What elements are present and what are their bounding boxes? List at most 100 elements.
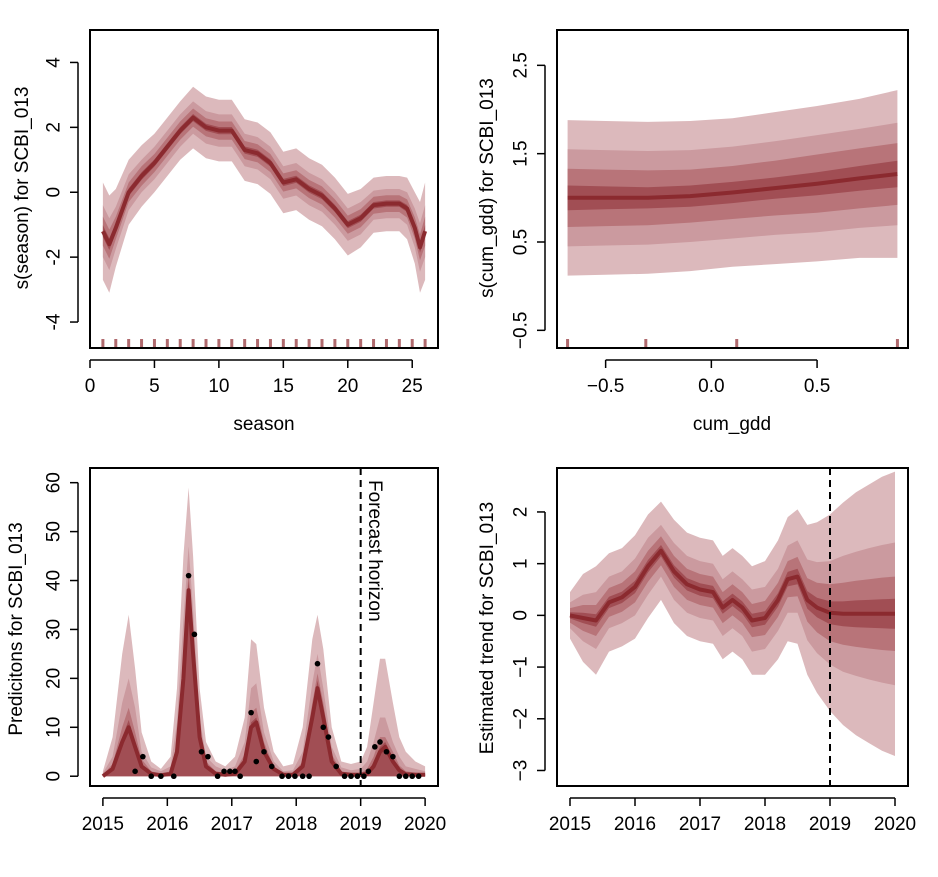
trend-x-tick-label: 2016 <box>614 814 656 835</box>
predictions-observed-point <box>383 748 390 755</box>
predictions-observed-point <box>268 763 275 770</box>
predictions-observed-point <box>402 773 409 780</box>
season-xlabel: season <box>233 414 294 435</box>
predictions-frame <box>89 467 439 787</box>
trend-y-tick-label: 2 <box>511 507 532 518</box>
predictions-y-tick-label: 10 <box>44 717 65 738</box>
forecast-horizon-label: Forecast horizon <box>364 480 385 622</box>
season-x-tick-label: 20 <box>337 376 358 397</box>
cum_gdd-y-tick-label: 1.5 <box>511 140 532 166</box>
predictions-observed-point <box>132 768 138 775</box>
season-smooth-plot: s(season) for SCBI_013 season 0 5 10 15 20 25… <box>12 29 439 435</box>
trend-plot-area <box>569 471 895 756</box>
predictions-x-tick-label: 2015 <box>82 814 124 835</box>
predictions-observed-point <box>214 773 221 780</box>
predictions-observed-point <box>170 773 177 780</box>
predictions-observed-point <box>377 739 383 745</box>
trend-x-tick-label: 2017 <box>679 814 721 835</box>
season-x-tick-label: 25 <box>402 376 423 397</box>
trend-credible-band-4 <box>570 545 895 629</box>
predictions-observed-point <box>354 773 361 780</box>
predictions-observed-point <box>390 753 396 760</box>
trend-frame <box>556 467 909 787</box>
trend-y-tick-label: −3 <box>511 760 532 782</box>
trend-ylabel: Estimated trend for SCBI_013 <box>477 502 498 754</box>
predictions-x-tick-label: 2020 <box>404 814 446 835</box>
trend-x-tick-label: 2020 <box>874 814 916 835</box>
predictions-y-tick-label: 50 <box>44 521 65 542</box>
predictions-observed-point <box>348 773 354 780</box>
cum-gdd-ylabel: s(cum_gdd) for SCBI_013 <box>477 78 498 298</box>
predictions-observed-point <box>372 744 378 750</box>
predictions-observed-point <box>314 660 321 667</box>
predictions-ylabel: Predicitons for SCBI_013 <box>6 522 27 735</box>
trend-x-tick-label: 2015 <box>549 814 591 835</box>
trend-y-tick-label: −1 <box>511 656 532 678</box>
season-credible-band-1 <box>102 86 426 293</box>
predictions-y-tick-label: 30 <box>44 619 65 640</box>
trend-y-tick-label: −2 <box>511 708 532 730</box>
season-y-tick-label: 2 <box>44 122 65 133</box>
cum_gdd-median-line <box>567 172 898 200</box>
trend-median-line <box>569 548 895 623</box>
predictions-observed-point <box>325 734 332 740</box>
predictions-observed-point <box>140 753 146 760</box>
predictions-x-tick-label: 2016 <box>146 814 188 835</box>
predictions-observed-point <box>365 768 372 775</box>
season-median-line <box>101 115 428 250</box>
trend-y-tick-label: 1 <box>511 558 532 569</box>
cum_gdd-y-tick-label: 0.5 <box>511 229 532 255</box>
cum-gdd-xlabel: cum_gdd <box>693 414 771 435</box>
season-x-tick-label: 5 <box>149 376 160 397</box>
season-y-tick-label: -2 <box>44 249 65 266</box>
season-ylabel: s(season) for SCBI_013 <box>12 87 33 290</box>
predictions-observed-point <box>361 773 367 780</box>
predictions-observed-point <box>306 773 312 780</box>
predictions-observed-point <box>292 773 298 780</box>
trend-y-tick-label: 0 <box>511 610 532 621</box>
predictions-observed-point <box>396 773 403 780</box>
predictions-observed-point <box>205 753 211 760</box>
season-y-tick-label: -4 <box>44 313 65 330</box>
cum_gdd-frame <box>556 29 909 349</box>
predictions-observed-point <box>299 773 306 780</box>
cum_gdd-y-tick-label: 2.5 <box>511 52 532 78</box>
predictions-observed-point <box>185 572 192 579</box>
cum-gdd-smooth-plot: s(cum_gdd) for SCBI_013 cum_gdd −0.5 0.0 0… <box>477 29 909 435</box>
predictions-y-tick-label: 0 <box>44 771 65 782</box>
predictions-observed-point <box>148 773 155 780</box>
predictions-observed-point <box>248 709 254 716</box>
predictions-y-tick-label: 40 <box>44 570 65 591</box>
predictions-observed-point <box>221 768 227 775</box>
predictions-credible-band-4 <box>102 580 426 777</box>
cum_gdd-x-tick-label: 0.0 <box>698 376 724 397</box>
season-x-tick-label: 10 <box>208 376 229 397</box>
predictions-y-tick-label: 20 <box>44 668 65 689</box>
season-plot-area <box>101 86 428 293</box>
season-y-tick-label: 4 <box>44 57 65 68</box>
predictions-observed-point <box>232 768 238 775</box>
predictions-observed-point <box>198 748 205 755</box>
predictions-observed-point <box>253 758 260 765</box>
predictions-observed-point <box>227 768 233 775</box>
season-y-tick-label: 0 <box>44 187 65 198</box>
predictions-observed-point <box>415 773 422 780</box>
predictions-observed-point <box>261 748 267 755</box>
predictions-observed-point <box>409 773 416 780</box>
predictions-observed-point <box>320 724 327 731</box>
trend-x-tick-label: 2019 <box>809 814 851 835</box>
predictions-observed-point <box>285 773 292 780</box>
cum_gdd-y-tick-label: −0.5 <box>511 312 532 350</box>
predictions-observed-point <box>279 773 285 780</box>
predictions-observed-point <box>333 763 339 770</box>
predictions-y-tick-label: 60 <box>44 472 65 493</box>
cum_gdd-plot-area <box>567 90 898 276</box>
predictions-x-tick-label: 2018 <box>275 814 317 835</box>
predictions-observed-point <box>191 631 198 638</box>
predictions-x-tick-label: 2019 <box>340 814 382 835</box>
predictions-observed-point <box>158 773 164 780</box>
predictions-observed-point <box>237 773 243 780</box>
cum_gdd-x-tick-label: −0.5 <box>587 376 625 397</box>
predictions-x-tick-label: 2017 <box>211 814 253 835</box>
